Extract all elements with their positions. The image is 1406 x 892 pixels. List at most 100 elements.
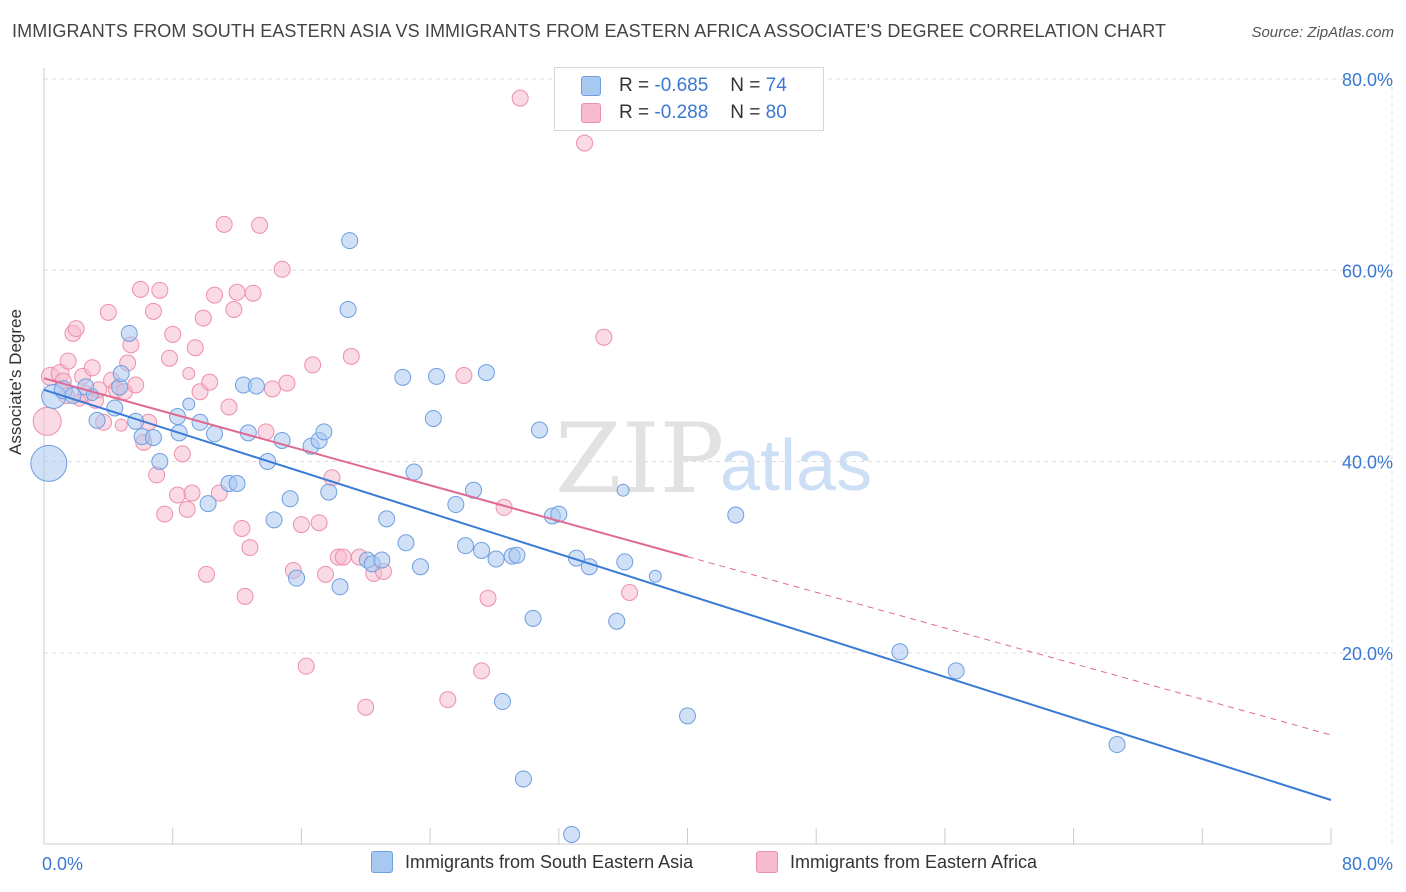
- point-africa-43: [225, 300, 243, 318]
- point-asia-46: [447, 496, 465, 514]
- y-tick-label-80: 80.0%: [1342, 70, 1393, 90]
- point-asia-47: [456, 537, 474, 555]
- point-asia-18: [206, 425, 224, 443]
- watermark-zip: ZIP: [555, 403, 724, 515]
- point-africa-36: [194, 309, 212, 327]
- point-asia-23: [247, 377, 265, 395]
- legend-n-label: N =: [730, 102, 761, 123]
- point-africa-51: [263, 380, 281, 398]
- point-africa-65: [357, 698, 375, 716]
- point-asia-31: [315, 423, 333, 441]
- point-asia-57: [550, 505, 568, 523]
- x-tick-label-max: 80.0%: [1342, 854, 1393, 874]
- point-africa-62: [334, 548, 352, 566]
- legend-r-value-africa: -0.288: [654, 102, 709, 123]
- source-label: Source: ZipAtlas.com: [1251, 24, 1394, 41]
- trendline-africa-dashed: [687, 556, 1332, 736]
- point-asia-25: [265, 511, 283, 529]
- point-asia-28: [288, 569, 306, 587]
- point-africa-30: [169, 486, 187, 504]
- point-africa-20: [127, 376, 145, 394]
- y-axis-label: Associate's Degree: [6, 309, 25, 455]
- y-tick-label-40: 40.0%: [1342, 453, 1393, 473]
- point-asia-50: [477, 364, 495, 382]
- point-asia-71: [648, 569, 662, 583]
- legend-swatch-blue: [581, 76, 601, 96]
- point-africa-68: [439, 691, 457, 709]
- point-africa-27: [156, 505, 174, 523]
- point-africa-56: [297, 657, 315, 675]
- point-africa-28: [160, 349, 178, 367]
- point-africa-71: [479, 589, 497, 607]
- point-africa-31: [173, 445, 191, 463]
- point-asia-35: [341, 232, 359, 250]
- point-africa-45: [233, 519, 251, 537]
- y-tick-label-20: 20.0%: [1342, 644, 1393, 664]
- point-africa-5: [59, 352, 77, 370]
- point-asia-42: [405, 463, 423, 481]
- point-asia-5: [88, 411, 106, 429]
- legend-swatch-pink: [581, 103, 601, 123]
- point-africa-7: [67, 320, 85, 338]
- point-asia-8: [112, 365, 130, 383]
- point-asia-41: [397, 534, 415, 552]
- bottom-legend-asia: Immigrants from South Eastern Asia: [371, 851, 693, 873]
- watermark-atlas: atlas: [720, 426, 872, 506]
- point-asia-68: [947, 662, 965, 680]
- legend-n-label: N =: [730, 75, 761, 96]
- point-africa-26: [151, 281, 169, 299]
- point-asia-13: [151, 453, 169, 470]
- point-asia-0: [30, 444, 68, 482]
- point-asia-62: [530, 421, 548, 439]
- point-asia-63: [563, 825, 581, 843]
- point-africa-44: [228, 283, 246, 301]
- point-asia-72: [182, 397, 196, 411]
- point-africa-10: [83, 359, 101, 377]
- point-asia-67: [891, 643, 909, 661]
- point-africa-29: [164, 325, 182, 343]
- trendline-asia: [43, 388, 1332, 801]
- point-asia-66: [727, 506, 745, 524]
- point-asia-34: [339, 300, 357, 318]
- correlation-legend: R = -0.685 N = 74 R = -0.288 N = 80: [554, 67, 824, 131]
- point-africa-14: [99, 303, 117, 321]
- legend-row-africa: R = -0.288 N = 80: [581, 101, 787, 125]
- legend-n-value-asia: 74: [765, 75, 787, 96]
- point-africa-39: [206, 286, 224, 304]
- point-africa-37: [197, 565, 215, 583]
- point-africa-53: [278, 374, 296, 392]
- point-africa-52: [273, 260, 291, 278]
- bottom-legend-swatch-pink: [756, 851, 778, 873]
- point-asia-38: [373, 551, 391, 569]
- point-africa-57: [304, 356, 322, 374]
- point-africa-48: [244, 284, 262, 302]
- point-asia-45: [428, 367, 446, 385]
- point-africa-79: [114, 418, 128, 432]
- point-africa-33: [183, 484, 201, 502]
- legend-n-value-africa: 80: [765, 102, 787, 123]
- point-africa-55: [292, 516, 310, 534]
- bottom-legend-label-asia: Immigrants from South Eastern Asia: [405, 851, 694, 872]
- point-africa-46: [236, 587, 254, 605]
- point-asia-49: [473, 541, 491, 559]
- legend-r-label: R =: [619, 75, 650, 96]
- legend-r-value-asia: -0.685: [654, 75, 709, 96]
- point-asia-60: [608, 612, 626, 630]
- point-asia-32: [320, 483, 338, 501]
- point-asia-54: [514, 770, 532, 788]
- point-africa-42: [220, 398, 238, 416]
- point-africa-75: [595, 328, 613, 346]
- point-asia-64: [493, 693, 511, 711]
- bottom-legend-swatch-blue: [371, 851, 393, 873]
- legend-row-asia: R = -0.685 N = 74: [581, 74, 787, 98]
- point-asia-40: [394, 368, 412, 386]
- watermark: ZIP atlas: [555, 403, 872, 515]
- point-asia-53: [508, 546, 526, 564]
- point-asia-55: [524, 609, 542, 627]
- point-asia-39: [378, 510, 396, 528]
- point-africa-24: [144, 302, 162, 320]
- point-asia-9: [120, 324, 138, 342]
- point-africa-74: [576, 134, 594, 152]
- point-africa-69: [455, 366, 473, 384]
